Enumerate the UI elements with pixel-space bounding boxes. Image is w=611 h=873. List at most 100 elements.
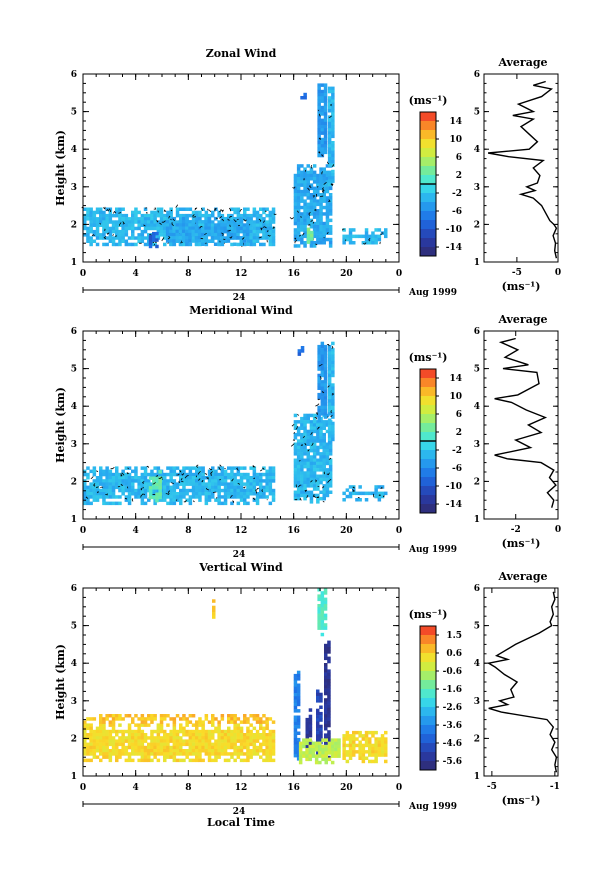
data-cell <box>156 749 161 753</box>
contour-mark <box>328 199 331 202</box>
data-cell <box>204 485 209 490</box>
data-cell <box>320 150 325 155</box>
data-cell <box>300 237 304 242</box>
data-cell <box>309 177 314 181</box>
data-cell <box>204 213 209 218</box>
data-cell <box>99 488 103 493</box>
data-cell <box>131 482 135 486</box>
data-cell <box>86 492 90 496</box>
data-cell <box>220 729 225 734</box>
contour-mark <box>120 483 124 486</box>
data-cell <box>150 210 154 215</box>
data-cell <box>312 202 317 207</box>
colorbar-tick-label: -5.6 <box>443 757 462 767</box>
data-cell <box>331 150 335 155</box>
data-cell <box>207 476 212 480</box>
data-cell <box>242 223 247 227</box>
data-cell <box>342 237 346 242</box>
data-cell <box>364 491 369 496</box>
data-cell <box>207 229 211 234</box>
data-cell <box>331 112 335 116</box>
data-cell <box>230 739 234 743</box>
data-cell <box>134 220 138 224</box>
data-cell <box>131 485 135 490</box>
data-cell <box>115 472 119 477</box>
data-cell <box>252 207 257 211</box>
data-cell <box>182 495 186 499</box>
data-cell <box>147 758 151 763</box>
data-cell <box>105 749 109 753</box>
data-cell <box>236 736 241 740</box>
data-cell <box>328 244 333 248</box>
data-cell <box>303 212 307 216</box>
data-cell <box>303 448 307 453</box>
data-cell <box>156 726 161 731</box>
data-field <box>81 83 388 249</box>
contour-mark <box>315 496 319 498</box>
data-cell <box>252 726 257 731</box>
data-cell <box>230 472 234 477</box>
data-cell <box>127 466 132 470</box>
data-cell <box>108 482 113 486</box>
data-cell <box>95 492 100 496</box>
data-cell <box>134 733 138 737</box>
data-cell <box>308 738 312 742</box>
data-cell <box>169 476 173 480</box>
data-cell <box>185 242 189 246</box>
data-cell <box>89 226 93 231</box>
data-cell <box>108 749 113 753</box>
data-cell <box>317 613 321 618</box>
data-cell <box>320 354 325 358</box>
data-cell <box>233 488 237 493</box>
data-cell <box>271 488 276 493</box>
data-cell <box>249 476 253 480</box>
data-cell <box>179 736 183 740</box>
colorbar-tick-label: -10 <box>446 225 462 235</box>
data-cell <box>159 745 164 750</box>
data-cell <box>233 232 237 237</box>
data-cell <box>191 466 196 470</box>
data-cell <box>182 749 186 753</box>
data-cell <box>140 476 145 480</box>
data-cell <box>312 445 317 450</box>
data-cell <box>179 213 183 218</box>
data-cell <box>137 729 141 734</box>
data-cell <box>296 439 301 443</box>
data-cell <box>325 180 330 184</box>
data-cell <box>175 207 180 211</box>
data-cell <box>327 89 332 94</box>
data-cell <box>316 234 320 239</box>
data-cell <box>259 479 263 483</box>
data-cell <box>296 461 301 466</box>
data-cell <box>265 755 269 759</box>
data-cell <box>293 202 298 207</box>
data-cell <box>323 600 328 605</box>
data-cell <box>124 758 129 763</box>
data-cell <box>188 472 193 477</box>
data-cell <box>300 426 304 430</box>
data-cell <box>156 739 161 743</box>
data-cell <box>296 218 301 223</box>
data-cell <box>324 688 328 693</box>
profile-y-tick-label: 6 <box>474 70 480 80</box>
y-axis-label: Height (km) <box>54 644 67 720</box>
data-cell <box>328 480 333 485</box>
data-cell <box>316 699 320 703</box>
data-cell <box>220 220 224 224</box>
data-cell <box>303 464 307 469</box>
data-cell <box>147 742 151 747</box>
data-cell <box>201 485 205 490</box>
data-cell <box>320 594 325 598</box>
data-cell <box>163 755 167 759</box>
data-cell <box>314 741 319 746</box>
day-marker: 24 <box>233 807 246 817</box>
data-cell <box>127 733 132 737</box>
data-cell <box>268 749 273 753</box>
contour-mark <box>289 217 294 220</box>
data-cell <box>324 748 328 752</box>
data-cell <box>220 717 225 721</box>
data-cell <box>230 492 234 496</box>
data-cell <box>236 236 240 240</box>
data-cell <box>217 739 221 743</box>
data-cell <box>195 749 199 753</box>
